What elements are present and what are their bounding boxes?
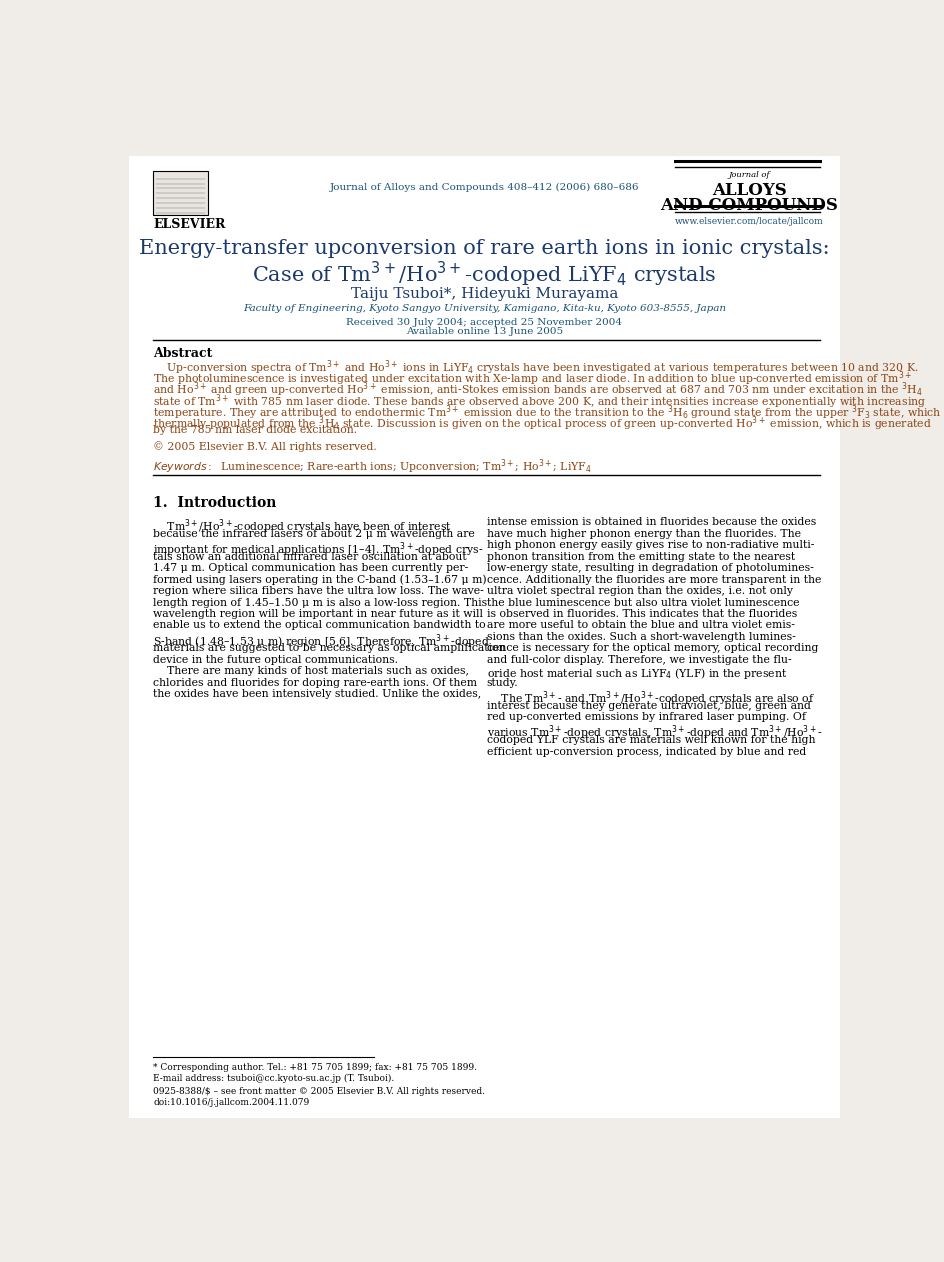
Text: materials are suggested to be necessary as optical amplification: materials are suggested to be necessary … bbox=[153, 644, 505, 654]
Bar bbox=[153, 170, 208, 215]
Text: ultra violet spectral region than the oxides, i.e. not only: ultra violet spectral region than the ox… bbox=[486, 586, 792, 596]
Text: $\it{Keywords:}$  Luminescence; Rare-earth ions; Upconversion; Tm$^{3+}$; Ho$^{3: $\it{Keywords:}$ Luminescence; Rare-eart… bbox=[153, 457, 591, 476]
Text: have much higher phonon energy than the fluorides. The: have much higher phonon energy than the … bbox=[486, 529, 800, 539]
Text: Faculty of Engineering, Kyoto Sangyo University, Kamigano, Kita-ku, Kyoto 603-85: Faculty of Engineering, Kyoto Sangyo Uni… bbox=[243, 304, 725, 313]
Text: device in the future optical communications.: device in the future optical communicati… bbox=[153, 655, 397, 665]
Text: state of Tm$^{3+}$ with 785 nm laser diode. These bands are observed above 200 K: state of Tm$^{3+}$ with 785 nm laser dio… bbox=[153, 392, 925, 410]
Text: low-energy state, resulting in degradation of photolumines-: low-energy state, resulting in degradati… bbox=[486, 563, 813, 573]
Text: © 2005 Elsevier B.V. All rights reserved.: © 2005 Elsevier B.V. All rights reserved… bbox=[153, 442, 377, 452]
Text: are more useful to obtain the blue and ultra violet emis-: are more useful to obtain the blue and u… bbox=[486, 621, 794, 631]
Text: tals show an additional infrared laser oscillation at about: tals show an additional infrared laser o… bbox=[153, 551, 466, 562]
Text: important for medical applications [1–4]. Tm$^{3+}$-doped crys-: important for medical applications [1–4]… bbox=[153, 540, 483, 559]
Text: * Corresponding author. Tel.: +81 75 705 1899; fax: +81 75 705 1899.: * Corresponding author. Tel.: +81 75 705… bbox=[153, 1063, 477, 1071]
Text: Case of Tm$^{3+}$/Ho$^{3+}$-codoped LiYF$_4$ crystals: Case of Tm$^{3+}$/Ho$^{3+}$-codoped LiYF… bbox=[252, 260, 716, 289]
Text: various Tm$^{3+}$-doped crystals, Tm$^{3+}$-doped and Tm$^{3+}$/Ho$^{3+}$-: various Tm$^{3+}$-doped crystals, Tm$^{3… bbox=[486, 723, 821, 742]
Text: Received 30 July 2004; accepted 25 November 2004: Received 30 July 2004; accepted 25 Novem… bbox=[346, 318, 622, 327]
Text: because the infrared lasers of about 2 μ m wavelength are: because the infrared lasers of about 2 μ… bbox=[153, 529, 475, 539]
Text: thermally populated from the $^3$H$_4$ state. Discussion is given on the optical: thermally populated from the $^3$H$_4$ s… bbox=[153, 414, 931, 433]
Text: doi:10.1016/j.jallcom.2004.11.079: doi:10.1016/j.jallcom.2004.11.079 bbox=[153, 1098, 310, 1107]
Text: oride host material such as LiYF$_4$ (YLF) in the present: oride host material such as LiYF$_4$ (YL… bbox=[486, 666, 786, 681]
Text: ALLOYS: ALLOYS bbox=[711, 182, 786, 198]
Text: and Ho$^{3+}$ and green up-converted Ho$^{3+}$ emission, anti-Stokes emission ba: and Ho$^{3+}$ and green up-converted Ho$… bbox=[153, 381, 922, 399]
Text: intense emission is obtained in fluorides because the oxides: intense emission is obtained in fluoride… bbox=[486, 517, 815, 528]
Text: enable us to extend the optical communication bandwidth to: enable us to extend the optical communic… bbox=[153, 621, 485, 631]
Text: Available online 13 June 2005: Available online 13 June 2005 bbox=[405, 327, 563, 337]
Text: Journal of: Journal of bbox=[728, 170, 769, 179]
Text: ELSEVIER: ELSEVIER bbox=[153, 217, 226, 231]
Text: E-mail address: tsuboi@cc.kyoto-su.ac.jp (T. Tsuboi).: E-mail address: tsuboi@cc.kyoto-su.ac.jp… bbox=[153, 1074, 394, 1083]
Text: 1.  Introduction: 1. Introduction bbox=[153, 496, 277, 510]
Text: Taiju Tsuboi*, Hideyuki Murayama: Taiju Tsuboi*, Hideyuki Murayama bbox=[350, 286, 617, 300]
Text: Journal of Alloys and Compounds 408–412 (2006) 680–686: Journal of Alloys and Compounds 408–412 … bbox=[329, 183, 638, 192]
Text: 1.47 μ m. Optical communication has been currently per-: 1.47 μ m. Optical communication has been… bbox=[153, 563, 468, 573]
Text: length region of 1.45–1.50 μ m is also a low-loss region. This: length region of 1.45–1.50 μ m is also a… bbox=[153, 598, 487, 607]
Text: cence is necessary for the optical memory, optical recording: cence is necessary for the optical memor… bbox=[486, 644, 817, 654]
Text: AND COMPOUNDS: AND COMPOUNDS bbox=[660, 197, 837, 215]
Text: is observed in fluorides. This indicates that the fluorides: is observed in fluorides. This indicates… bbox=[486, 610, 796, 620]
Text: Energy-transfer upconversion of rare earth ions in ionic crystals:: Energy-transfer upconversion of rare ear… bbox=[139, 239, 829, 257]
Text: and full-color display. Therefore, we investigate the flu-: and full-color display. Therefore, we in… bbox=[486, 655, 790, 665]
Text: Abstract: Abstract bbox=[153, 347, 212, 360]
Text: The photoluminescence is investigated under excitation with Xe-lamp and laser di: The photoluminescence is investigated un… bbox=[153, 370, 911, 389]
Text: study.: study. bbox=[486, 678, 517, 688]
Text: The Tm$^{3+}$- and Tm$^{3+}$/Ho$^{3+}$-codoped crystals are also of: The Tm$^{3+}$- and Tm$^{3+}$/Ho$^{3+}$-c… bbox=[486, 689, 814, 708]
Text: wavelength region will be important in near future as it will: wavelength region will be important in n… bbox=[153, 610, 482, 620]
Text: by the 785 nm laser diode excitation.: by the 785 nm laser diode excitation. bbox=[153, 425, 357, 435]
Text: region where silica fibers have the ultra low loss. The wave-: region where silica fibers have the ultr… bbox=[153, 586, 483, 596]
Text: phonon transition from the emitting state to the nearest: phonon transition from the emitting stat… bbox=[486, 551, 794, 562]
Text: There are many kinds of host materials such as oxides,: There are many kinds of host materials s… bbox=[153, 666, 469, 676]
Text: www.elsevier.com/locate/jallcom: www.elsevier.com/locate/jallcom bbox=[674, 217, 823, 226]
Text: chlorides and fluorides for doping rare-earth ions. Of them: chlorides and fluorides for doping rare-… bbox=[153, 678, 477, 688]
Text: sions than the oxides. Such a short-wavelength lumines-: sions than the oxides. Such a short-wave… bbox=[486, 632, 795, 642]
Text: the blue luminescence but also ultra violet luminescence: the blue luminescence but also ultra vio… bbox=[486, 598, 799, 607]
Text: efficient up-conversion process, indicated by blue and red: efficient up-conversion process, indicat… bbox=[486, 747, 805, 757]
Text: S-band (1.48–1.53 μ m) region [5,6]. Therefore, Tm$^{3+}$-doped: S-band (1.48–1.53 μ m) region [5,6]. The… bbox=[153, 632, 489, 651]
Text: red up-converted emissions by infrared laser pumping. Of: red up-converted emissions by infrared l… bbox=[486, 712, 804, 722]
Text: Up-conversion spectra of Tm$^{3+}$ and Ho$^{3+}$ ions in LiYF$_4$ crystals have : Up-conversion spectra of Tm$^{3+}$ and H… bbox=[153, 358, 918, 377]
Text: formed using lasers operating in the C-band (1.53–1.67 μ m): formed using lasers operating in the C-b… bbox=[153, 574, 486, 586]
Text: the oxides have been intensively studied. Unlike the oxides,: the oxides have been intensively studied… bbox=[153, 689, 481, 699]
Text: codoped YLF crystals are materials well known for the high: codoped YLF crystals are materials well … bbox=[486, 736, 814, 745]
Text: Tm$^{3+}$/Ho$^{3+}$-codoped crystals have been of interest: Tm$^{3+}$/Ho$^{3+}$-codoped crystals hav… bbox=[153, 517, 451, 536]
Text: cence. Additionally the fluorides are more transparent in the: cence. Additionally the fluorides are mo… bbox=[486, 574, 820, 584]
Text: interest because they generate ultraviolet, blue, green and: interest because they generate ultraviol… bbox=[486, 700, 810, 711]
Text: high phonon energy easily gives rise to non-radiative multi-: high phonon energy easily gives rise to … bbox=[486, 540, 813, 550]
Text: 0925-8388/$ – see front matter © 2005 Elsevier B.V. All rights reserved.: 0925-8388/$ – see front matter © 2005 El… bbox=[153, 1088, 485, 1097]
Text: temperature. They are attributed to endothermic Tm$^{3+}$ emission due to the tr: temperature. They are attributed to endo… bbox=[153, 403, 944, 422]
